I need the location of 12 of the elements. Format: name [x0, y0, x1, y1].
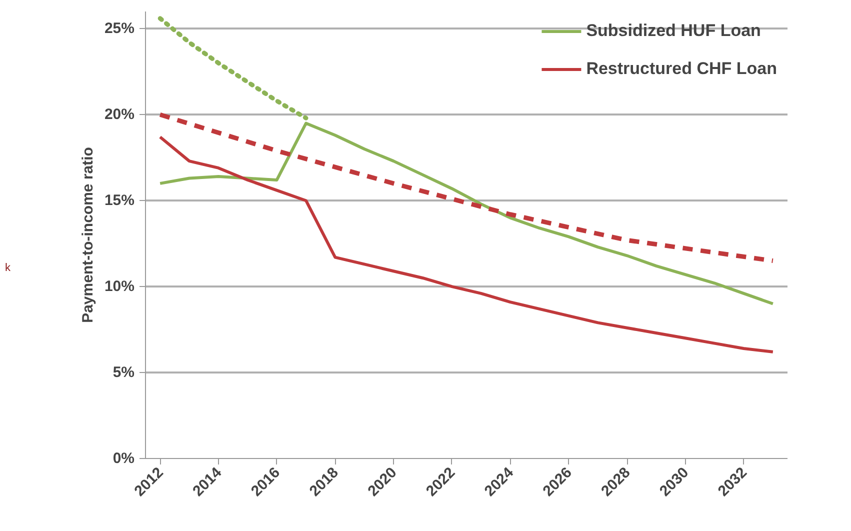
- text: k: [5, 261, 10, 276]
- line-series: [158, 112, 776, 264]
- y-tick-label: 10%: [104, 278, 135, 296]
- y-tick-label: 0%: [112, 450, 135, 467]
- y-tick-label: 25%: [104, 20, 135, 38]
- y-axis-title: Payment-to-income ratio: [79, 147, 96, 323]
- legend-label: Subsidized HUF Loan: [586, 21, 761, 41]
- legend-label: Restructured CHF Loan: [586, 59, 777, 79]
- y-tick-label: 20%: [104, 106, 135, 124]
- line-series: [158, 136, 774, 354]
- y-tick-label: 5%: [112, 364, 135, 382]
- y-tick-label: 15%: [104, 192, 135, 210]
